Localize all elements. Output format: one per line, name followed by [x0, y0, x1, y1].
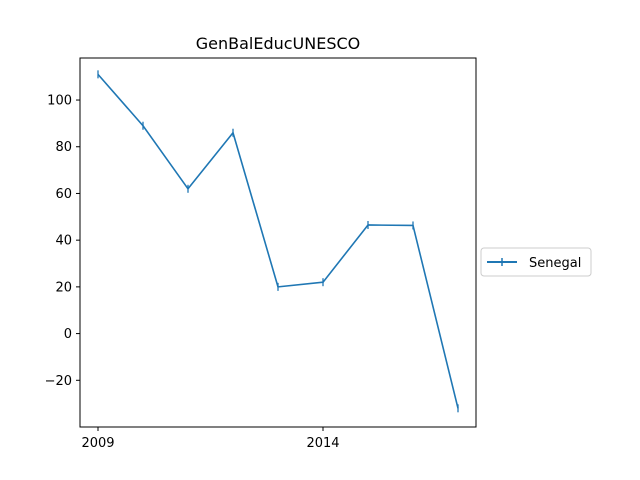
y-tick-label: 20	[55, 280, 72, 295]
chart-title: GenBalEducUNESCO	[196, 34, 361, 53]
x-tick-label: 2009	[81, 436, 114, 451]
y-axis: −20 0 20 40 60 80 100	[45, 94, 80, 389]
y-tick-label: 100	[47, 94, 72, 109]
y-tick-label: 80	[55, 140, 72, 155]
series-layer	[97, 70, 459, 413]
legend-box	[480, 247, 592, 277]
x-tick-label: 2014	[306, 436, 339, 451]
y-tick-label: 0	[64, 327, 72, 342]
x-axis: 2009 2014	[81, 427, 340, 451]
y-tick-label: 40	[55, 234, 72, 249]
legend-label-senegal: Senegal	[529, 256, 581, 271]
y-tick-label: −20	[45, 374, 72, 389]
y-tick-label: 60	[55, 187, 72, 202]
legend: Senegal	[480, 247, 592, 277]
plot-area	[79, 57, 477, 428]
